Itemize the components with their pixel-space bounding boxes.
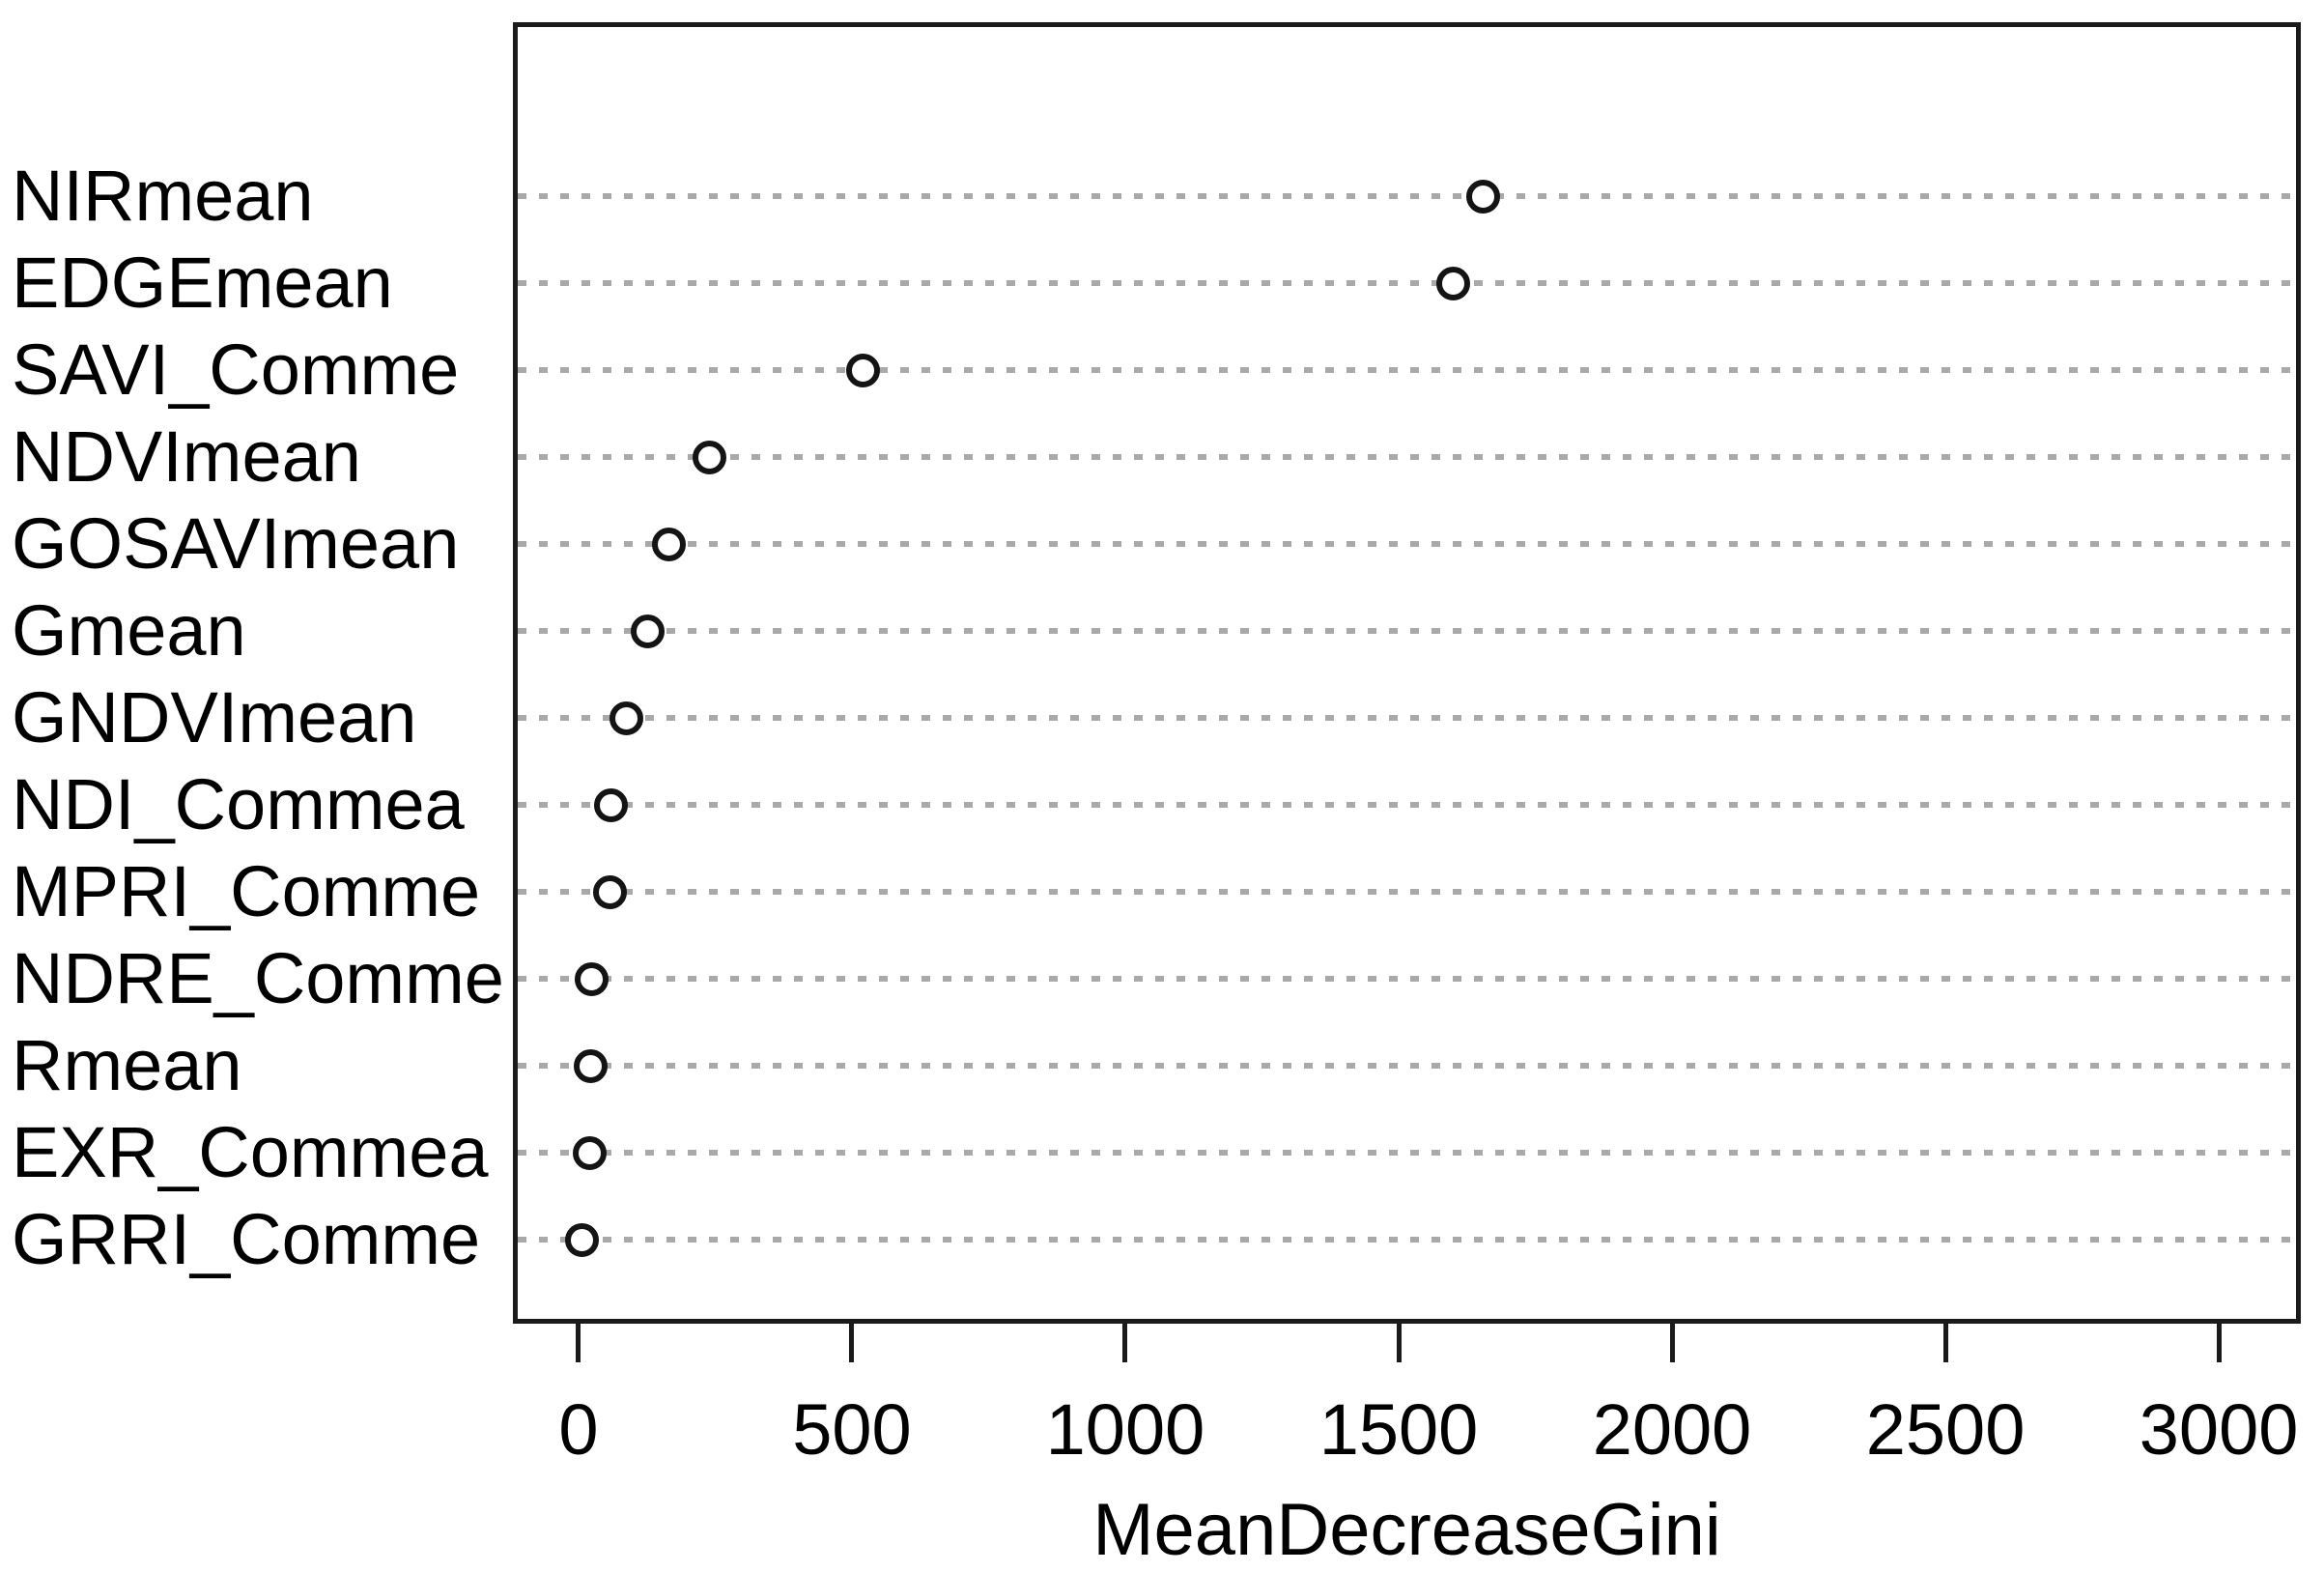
- y-axis-label: NIRmean: [12, 156, 314, 236]
- x-tick-mark: [1396, 1324, 1402, 1362]
- data-point: [1466, 179, 1501, 214]
- data-point: [573, 1135, 608, 1170]
- grid-line: [518, 1150, 2296, 1156]
- x-tick-mark: [849, 1324, 855, 1362]
- x-tick-mark: [1942, 1324, 1948, 1362]
- y-axis-label: SAVI_Comme: [12, 329, 460, 410]
- grid-line: [518, 193, 2296, 199]
- y-axis-label: EXR_Commea: [12, 1112, 489, 1192]
- grid-line: [518, 280, 2296, 286]
- grid-line: [518, 802, 2296, 808]
- y-axis-label: GOSAVImean: [12, 503, 460, 584]
- data-point: [609, 700, 644, 735]
- grid-line: [518, 889, 2296, 895]
- data-point: [564, 1222, 599, 1257]
- y-axis-label: NDRE_Comme: [12, 938, 504, 1018]
- x-tick-label: 1500: [1318, 1389, 1479, 1470]
- x-tick-label: 2000: [1592, 1389, 1752, 1470]
- y-axis-label: Rmean: [12, 1025, 242, 1105]
- y-axis-label: EDGEmean: [12, 243, 393, 323]
- data-point: [845, 353, 880, 387]
- x-tick-mark: [2216, 1324, 2222, 1362]
- grid-line: [518, 367, 2296, 373]
- x-tick-label: 1000: [1045, 1389, 1205, 1470]
- grid-line: [518, 628, 2296, 634]
- y-axis-label: NDVImean: [12, 416, 361, 497]
- data-point: [631, 614, 666, 648]
- data-point: [574, 1048, 609, 1083]
- x-tick-label: 2500: [1865, 1389, 2026, 1470]
- grid-line: [518, 1063, 2296, 1069]
- data-point: [693, 440, 727, 474]
- y-axis-label: GRRI_Comme: [12, 1199, 481, 1279]
- grid-line: [518, 541, 2296, 547]
- data-point: [1436, 266, 1471, 300]
- data-point: [593, 874, 628, 909]
- data-point: [594, 787, 629, 822]
- x-tick-mark: [576, 1324, 581, 1362]
- data-point: [575, 961, 609, 996]
- x-axis-title: MeanDecreaseGini: [1092, 1489, 1721, 1571]
- y-axis-label: NDI_Commea: [12, 764, 465, 844]
- x-tick-mark: [1122, 1324, 1128, 1362]
- x-tick-mark: [1669, 1324, 1675, 1362]
- grid-line: [518, 976, 2296, 982]
- y-axis-label: MPRI_Comme: [12, 851, 481, 931]
- x-tick-label: 0: [558, 1389, 599, 1470]
- plot-area: [513, 22, 2301, 1324]
- x-tick-label: 500: [792, 1389, 912, 1470]
- data-point: [651, 527, 686, 561]
- y-axis-label: GNDVImean: [12, 677, 417, 757]
- grid-line: [518, 715, 2296, 721]
- y-axis-label: Gmean: [12, 590, 246, 671]
- x-tick-label: 3000: [2139, 1389, 2299, 1470]
- grid-line: [518, 1237, 2296, 1243]
- grid-line: [518, 454, 2296, 460]
